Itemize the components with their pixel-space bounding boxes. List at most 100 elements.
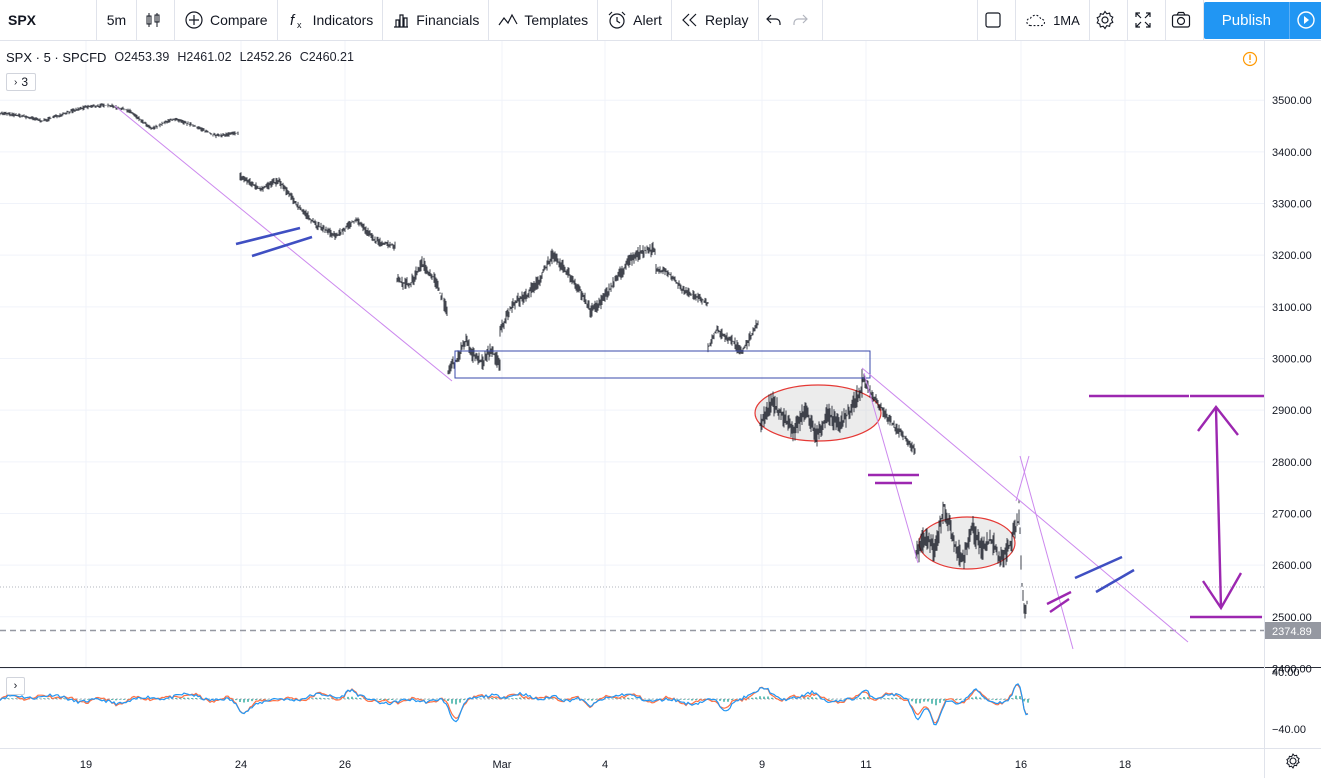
price-tick-label: 2600.00 xyxy=(1272,560,1312,572)
chart-legend: SPX · 5 · SPCFD O2453.39 H2461.02 L2452.… xyxy=(6,50,354,65)
oscillator-legend-toggle[interactable]: › xyxy=(6,677,25,695)
time-tick-label: 26 xyxy=(339,759,351,771)
time-tick-label: 19 xyxy=(80,759,92,771)
legend-open: O2453.39 xyxy=(114,50,170,64)
cloud-icon xyxy=(1026,14,1045,27)
price-bars-segment xyxy=(396,256,448,316)
axis-settings-gear-icon[interactable] xyxy=(1286,753,1300,769)
templates-button[interactable]: Templates xyxy=(489,0,599,41)
horizontal-mark-drawing[interactable] xyxy=(1049,598,1070,613)
trendline-drawing[interactable] xyxy=(863,372,919,564)
parallel-mark-drawing[interactable] xyxy=(1074,555,1123,580)
replay-label: Replay xyxy=(704,12,749,28)
publish-button[interactable]: Publish xyxy=(1203,1,1289,39)
data-warning-icon[interactable] xyxy=(1242,51,1258,67)
price-tick-label: 3300.00 xyxy=(1272,199,1312,211)
square-icon xyxy=(985,12,1001,28)
toolbar-spacer xyxy=(823,0,978,41)
rewind-icon xyxy=(682,13,697,27)
chevron-right-icon: › xyxy=(13,76,18,88)
undo-icon[interactable] xyxy=(766,13,782,27)
time-tick-label: 4 xyxy=(602,759,608,771)
financials-button[interactable]: Financials xyxy=(383,0,490,41)
time-tick-label: 24 xyxy=(235,759,247,771)
fullscreen-button[interactable] xyxy=(1128,0,1166,41)
legend-title[interactable]: SPX · 5 · SPCFD xyxy=(6,50,107,65)
price-bars-segment xyxy=(707,319,759,355)
price-bars-segment xyxy=(655,264,709,307)
rectangle-drawing[interactable] xyxy=(454,350,871,379)
oscillator-pane xyxy=(0,683,1030,726)
price-tick-label: 2800.00 xyxy=(1272,457,1312,469)
financials-label: Financials xyxy=(416,12,480,28)
price-bars-segment xyxy=(499,241,656,337)
drawings xyxy=(114,105,1264,650)
candles-icon xyxy=(146,13,159,27)
indicator-count: 3 xyxy=(21,75,29,89)
settings-button[interactable] xyxy=(1090,0,1128,41)
last-price-label: 2374.89 xyxy=(1272,626,1312,638)
publish-menu-button[interactable] xyxy=(1289,1,1321,39)
compare-button[interactable]: Compare xyxy=(175,0,278,41)
oscillator-tick-label: −40.00 xyxy=(1272,724,1306,736)
layout-name: 1MA xyxy=(1053,12,1080,28)
oscillator-tick-label: 40.00 xyxy=(1272,667,1300,679)
legend-low: L2452.26 xyxy=(239,50,292,64)
oscillator-axis[interactable]: 40.00 −40.00 xyxy=(1272,667,1306,736)
parallel-mark-drawing[interactable] xyxy=(235,226,301,246)
parallel-mark-drawing[interactable] xyxy=(251,235,313,258)
compare-label: Compare xyxy=(210,12,268,28)
symbol-search-button[interactable]: SPX xyxy=(0,0,97,41)
price-tick-label: 2400.00 xyxy=(1272,663,1312,675)
parallel-mark-drawing[interactable] xyxy=(1095,568,1135,594)
indicators-label: Indicators xyxy=(312,12,374,28)
expand-icon xyxy=(1135,12,1151,28)
interval-button[interactable]: 5m xyxy=(97,0,137,41)
layout-button[interactable]: 1MA xyxy=(1016,0,1090,41)
price-bars-segment xyxy=(1018,499,1028,619)
last-price-marker: 2374.89 xyxy=(1265,622,1321,639)
redo-icon[interactable] xyxy=(792,13,808,27)
time-tick-label: 16 xyxy=(1015,759,1027,771)
indicator-toggle-button[interactable]: › 3 xyxy=(6,73,36,91)
time-tick-label: 9 xyxy=(759,759,765,771)
ellipse-drawing[interactable] xyxy=(754,384,882,442)
time-axis[interactable]: 19 24 26 Mar 4 9 11 16 18 xyxy=(80,759,1131,771)
replay-button[interactable]: Replay xyxy=(672,0,759,41)
trendline-drawing[interactable] xyxy=(1015,455,1030,502)
trendline-drawing[interactable] xyxy=(114,105,453,382)
price-tick-label: 2500.00 xyxy=(1272,612,1312,624)
chart-canvas[interactable]: 3500.00 3400.00 3300.00 3200.00 3100.00 3000.… xyxy=(0,41,1321,778)
horizontal-mark-drawing[interactable] xyxy=(1046,590,1072,606)
price-axis[interactable]: 3500.00 3400.00 3300.00 3200.00 3100.00 3000.… xyxy=(1272,95,1312,675)
price-grid xyxy=(0,41,1264,669)
camera-icon xyxy=(1172,11,1191,28)
trendline-drawing[interactable] xyxy=(1019,455,1074,650)
oscillator-signal-line xyxy=(0,684,1029,724)
price-range-arrow-drawing[interactable] xyxy=(1197,405,1243,611)
price-tick-label: 3100.00 xyxy=(1272,302,1312,314)
price-bars-segment xyxy=(759,377,863,447)
price-tick-label: 3500.00 xyxy=(1272,95,1312,107)
bar-chart-icon xyxy=(394,14,409,28)
templates-icon xyxy=(498,13,518,26)
plus-circle-icon xyxy=(185,11,203,29)
chart-type-button[interactable] xyxy=(137,0,175,41)
price-bars-segment xyxy=(0,103,239,139)
price-tick-label: 2900.00 xyxy=(1272,405,1312,417)
time-tick-label: 18 xyxy=(1119,759,1131,771)
alarm-clock-icon xyxy=(608,11,626,29)
undo-redo-group xyxy=(759,0,823,41)
price-series xyxy=(0,103,1028,619)
alert-button[interactable]: Alert xyxy=(598,0,672,41)
price-tick-label: 3000.00 xyxy=(1272,354,1312,366)
alert-label: Alert xyxy=(633,12,662,28)
snapshot-button[interactable] xyxy=(1166,0,1204,41)
price-bars-segment xyxy=(239,172,396,251)
svg-text:x: x xyxy=(297,20,302,30)
trendline-drawing[interactable] xyxy=(861,367,1189,643)
fullscreen-layout-button[interactable] xyxy=(978,0,1016,41)
